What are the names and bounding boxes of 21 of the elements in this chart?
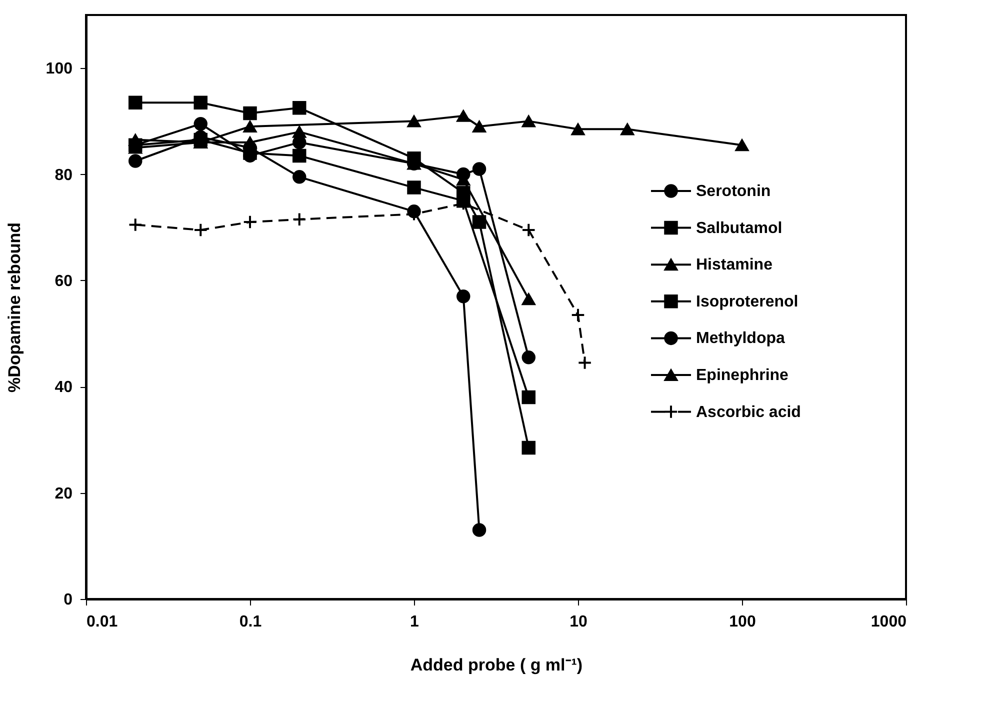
y-tick-label: 60: [54, 272, 73, 290]
x-tick-label: 10: [570, 614, 588, 630]
x-tick-label: 0.01: [86, 614, 118, 630]
y-tick-label: 20: [54, 485, 73, 502]
y-tick-label: 80: [54, 166, 73, 184]
legend-label: Serotonin: [696, 183, 771, 200]
y-tick-label: 100: [46, 60, 73, 78]
y-axis-title: %Dopamine rebound: [4, 222, 24, 393]
legend-label: Salbutamol: [696, 220, 782, 237]
y-tick-label: 40: [54, 379, 73, 396]
legend-label: Methyldopa: [696, 330, 785, 348]
legend-label: Ascorbic acid: [696, 404, 801, 421]
y-tick-label: 0: [64, 592, 73, 608]
x-tick-label: 100: [729, 614, 756, 630]
x-axis-title: Added probe ( g ml⁻¹): [410, 656, 583, 674]
legend-label: Histamine: [696, 256, 773, 274]
x-tick-label: 1: [410, 614, 420, 630]
x-tick-label: 0.1: [239, 614, 262, 630]
x-tick-label: 1000: [870, 614, 907, 630]
legend-label: Epinephrine: [696, 367, 789, 384]
legend-label: Isoproterenol: [696, 293, 798, 310]
